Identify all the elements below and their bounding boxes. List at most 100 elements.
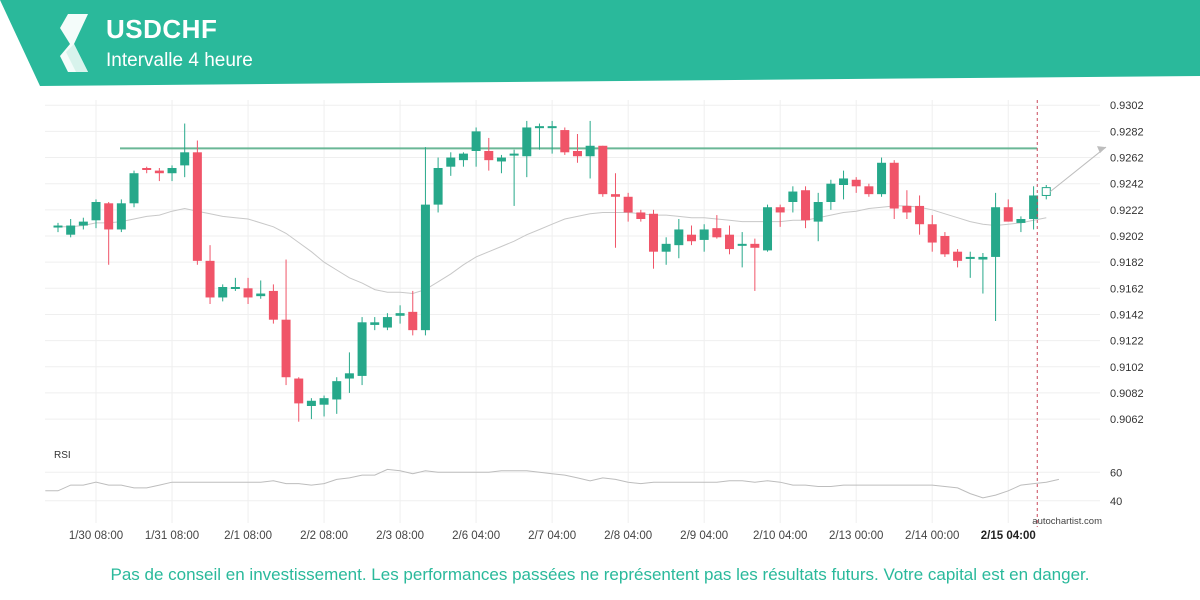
candle	[395, 305, 405, 324]
candle-body	[66, 225, 76, 235]
candle	[294, 377, 304, 422]
candle-body	[1003, 207, 1013, 222]
candle-body	[243, 288, 253, 298]
candle	[116, 199, 126, 233]
candle-body	[636, 212, 646, 219]
candle-body	[91, 202, 101, 221]
candle	[965, 251, 975, 278]
price-tick-label: 0.9062	[1110, 414, 1144, 426]
candle	[927, 215, 937, 252]
candle-body	[1029, 195, 1039, 219]
candle-body	[1016, 219, 1026, 223]
candle	[750, 238, 760, 291]
candle	[332, 377, 342, 414]
candle	[737, 232, 747, 268]
price-tick-label: 0.9282	[1110, 126, 1144, 138]
candle	[382, 313, 392, 331]
candle	[1041, 185, 1051, 200]
candle-body	[623, 196, 633, 213]
candle	[940, 232, 950, 257]
candle-body	[648, 213, 658, 252]
candle	[864, 183, 874, 197]
candle-body	[370, 322, 380, 325]
candle	[813, 192, 823, 242]
candle	[585, 120, 595, 179]
rsi-tick-label: 60	[1110, 467, 1122, 479]
candle	[420, 147, 430, 336]
candle-body	[915, 205, 925, 225]
candle	[991, 192, 1001, 321]
moving-average-line	[58, 205, 1047, 295]
candle	[91, 199, 101, 229]
candle-body	[864, 186, 874, 195]
price-tick-label: 0.9262	[1110, 153, 1144, 165]
candle	[230, 277, 240, 291]
candle	[623, 192, 633, 222]
candle-body	[839, 178, 849, 185]
candle-body	[256, 293, 266, 297]
price-tick-label: 0.9142	[1110, 309, 1144, 321]
candle	[699, 224, 709, 252]
candle	[826, 179, 836, 210]
candle-body	[357, 322, 367, 376]
candle	[1003, 199, 1013, 222]
candle-body	[978, 256, 988, 260]
candle	[484, 137, 494, 171]
rsi-line	[45, 468, 1060, 499]
header-banner-shape	[0, 0, 1200, 86]
forecast-line	[1049, 146, 1107, 193]
candle-body	[281, 319, 291, 378]
candle	[306, 398, 316, 420]
candle-body	[167, 168, 177, 174]
candle	[687, 225, 696, 246]
candle-body	[484, 151, 494, 161]
candle	[509, 149, 519, 206]
candle-body	[344, 373, 354, 379]
candle	[66, 219, 76, 238]
candle	[218, 284, 228, 302]
candle-body	[205, 260, 215, 298]
candle	[53, 222, 63, 233]
candle-body	[826, 183, 836, 202]
rsi-label: RSI	[54, 450, 71, 461]
candle-body	[699, 229, 709, 240]
candle	[915, 195, 925, 235]
interval-subtitle: Intervalle 4 heure	[106, 50, 253, 71]
candle	[1016, 216, 1026, 233]
candle-body	[129, 173, 139, 204]
candle	[268, 284, 278, 324]
candle-body	[306, 400, 316, 406]
candle-body	[788, 191, 798, 202]
header-banner	[0, 0, 1200, 86]
candle-body	[395, 313, 405, 316]
candle-body	[382, 317, 392, 328]
candle-body	[78, 221, 88, 226]
candle	[763, 204, 773, 252]
candle	[142, 166, 152, 174]
watermark-text: autochartist.com	[1032, 516, 1102, 527]
price-tick-label: 0.9082	[1110, 388, 1144, 400]
candle	[370, 317, 380, 331]
candle	[674, 219, 684, 259]
candle	[636, 209, 646, 222]
candle-body	[230, 287, 240, 289]
candle	[610, 173, 620, 248]
time-tick-label: 1/30 08:00	[69, 530, 123, 542]
candle-body	[674, 229, 684, 246]
candle-body	[116, 203, 126, 230]
time-tick-label: 2/13 00:00	[829, 530, 883, 542]
time-tick-label: 2/6 04:00	[452, 530, 500, 542]
candle-body	[763, 207, 773, 251]
candle-body	[534, 126, 544, 129]
candle	[243, 277, 253, 304]
price-tick-label: 0.9242	[1110, 179, 1144, 191]
candle-body	[902, 205, 912, 213]
candle-body	[877, 162, 887, 195]
forecast-arrowhead	[1097, 146, 1106, 154]
candle-body	[522, 127, 532, 157]
price-tick-label: 0.9102	[1110, 362, 1144, 374]
candle-body	[953, 251, 963, 261]
candle-body	[737, 243, 747, 246]
candle-body	[991, 207, 1001, 257]
candle	[357, 317, 367, 386]
